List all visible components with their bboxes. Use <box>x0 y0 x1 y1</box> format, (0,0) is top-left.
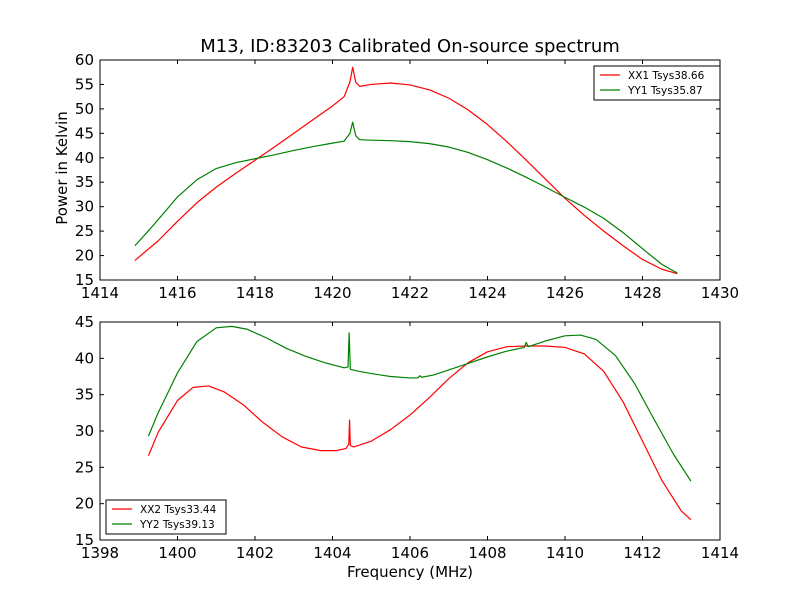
x-tick-label: 1420 <box>313 284 351 302</box>
x-tick-label: 1418 <box>236 284 274 302</box>
legend-label: YY2 Tsys39.13 <box>139 519 215 531</box>
x-tick-label: 1422 <box>391 284 429 302</box>
x-tick-label: 1400 <box>158 544 196 562</box>
figure-title: M13, ID:83203 Calibrated On-source spect… <box>200 36 620 57</box>
x-tick-label: 1398 <box>81 544 119 562</box>
legend-label: XX2 Tsys33.44 <box>140 504 217 516</box>
x-axis-label: Frequency (MHz) <box>347 563 473 581</box>
y-tick-label: 60 <box>75 51 94 69</box>
y-tick-label: 55 <box>75 75 94 93</box>
y-tick-label: 25 <box>75 222 94 240</box>
legend-box <box>105 499 227 535</box>
x-tick-label: 1424 <box>468 284 506 302</box>
x-tick-label: 1404 <box>313 544 351 562</box>
x-tick-label: 1408 <box>468 544 506 562</box>
y-tick-label: 20 <box>75 247 94 265</box>
x-tick-label: 1414 <box>81 284 119 302</box>
top-panel: 1414 1416 1418 1420 1422 1424 1426 1428 1430 15 20… <box>75 51 739 302</box>
series-line-1 <box>134 66 678 275</box>
y-tick-label: 20 <box>75 495 94 513</box>
legend-box <box>593 65 721 101</box>
legend: XX1 Tsys38.66 YY1 Tsys35.87 <box>593 65 721 101</box>
y-tick-label: 50 <box>75 100 94 118</box>
y-tick-label: 30 <box>75 198 94 216</box>
x-tick-label: 1430 <box>701 284 739 302</box>
y-tick-label: 40 <box>75 349 94 367</box>
x-tick-label: 1412 <box>623 544 661 562</box>
y-tick-label: 15 <box>75 271 94 289</box>
y-tick-label: 25 <box>75 458 94 476</box>
y-tick-label: 45 <box>75 124 94 142</box>
y-tick-label: 15 <box>75 531 94 549</box>
series-line-2 <box>134 121 678 274</box>
x-tick-label: 1416 <box>158 284 196 302</box>
y-tick-label: 45 <box>75 313 94 331</box>
series-line-1 <box>147 345 692 521</box>
y-tick-label: 40 <box>75 149 94 167</box>
x-tick-label: 1402 <box>236 544 274 562</box>
x-tick-label: 1406 <box>391 544 429 562</box>
legend: XX2 Tsys33.44 YY2 Tsys39.13 <box>105 499 227 535</box>
series-line-2 <box>147 325 692 482</box>
y-axis-label: Power in Kelvin <box>53 111 71 225</box>
y-tick-label: 35 <box>75 173 94 191</box>
x-tick-label: 1414 <box>701 544 739 562</box>
y-tick-label: 30 <box>75 422 94 440</box>
legend-label: YY1 Tsys35.87 <box>627 85 703 97</box>
y-tick-label: 35 <box>75 386 94 404</box>
x-tick-label: 1426 <box>546 284 584 302</box>
x-tick-label: 1428 <box>623 284 661 302</box>
x-tick-label: 1410 <box>546 544 584 562</box>
legend-label: XX1 Tsys38.66 <box>628 70 705 82</box>
bottom-panel: 1398 1400 1402 1404 1406 1408 1410 1412 1414 15 20… <box>75 313 739 562</box>
